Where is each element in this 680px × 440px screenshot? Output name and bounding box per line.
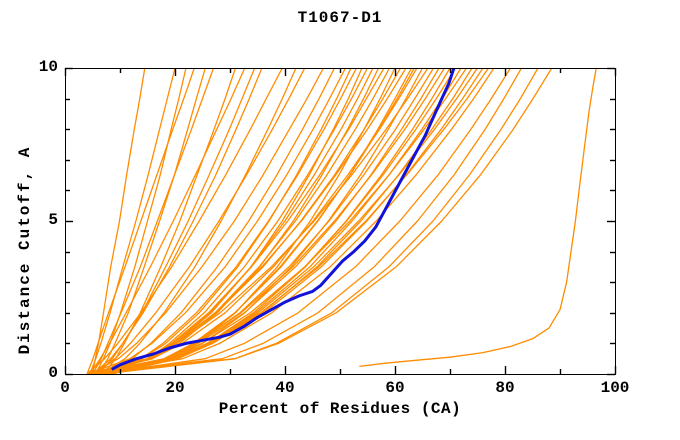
y-tick-label: 10 [38,58,58,76]
model-curve [89,68,176,374]
model-curve [97,68,446,374]
y-tick-label: 5 [48,211,58,229]
highlight-curve [111,68,456,371]
x-axis-label: Percent of Residues (CA) [218,400,462,418]
x-tick-label: 100 [600,379,630,397]
model-curve [108,68,415,374]
model-curve [86,68,440,374]
model-curve [97,68,512,374]
model-curve [92,68,263,374]
x-tick-label: 20 [165,379,185,397]
model-curve [97,68,358,374]
curves-layer [86,68,597,374]
model-curve [92,68,352,374]
model-curve [97,68,407,374]
model-curve [86,68,283,374]
model-curve [94,68,187,374]
model-curve [359,68,597,368]
x-tick-label: 0 [60,379,70,397]
model-curve [89,68,462,374]
model-curve [86,68,195,374]
model-curve [92,68,523,374]
model-curve [89,68,325,374]
model-curve [89,68,418,374]
model-curve [97,68,553,374]
model-curve [91,68,146,374]
model-curve [100,68,297,374]
model-curve [102,68,237,374]
x-tick-label: 40 [275,379,295,397]
model-curve [92,68,495,374]
x-tick-label: 60 [385,379,405,397]
y-tick-label: 0 [48,364,58,382]
chart-title: T1067-D1 [297,9,383,27]
model-curve [100,68,490,374]
model-curve [86,68,347,374]
model-curve [92,68,306,374]
model-curve [89,68,246,374]
x-tick-label: 80 [495,379,515,397]
